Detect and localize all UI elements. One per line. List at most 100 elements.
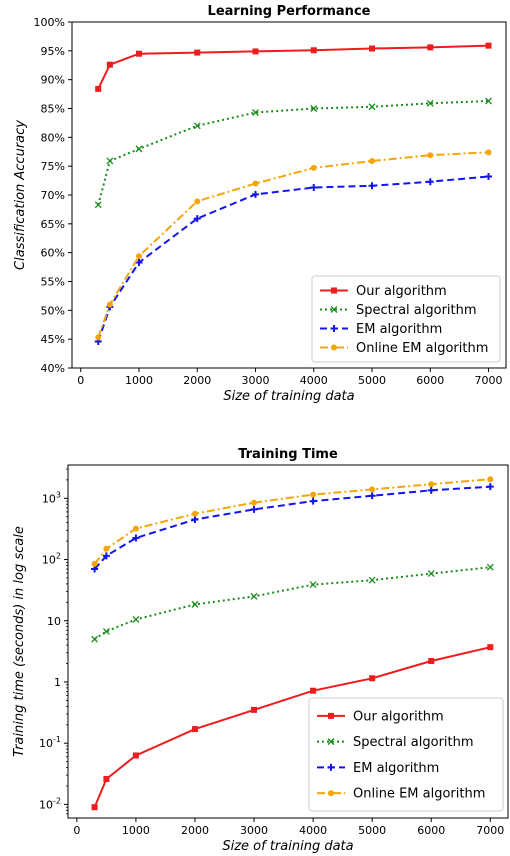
data-point <box>310 105 318 112</box>
legend: Our algorithm Spectral algorithm EM algori… <box>311 275 501 363</box>
series-line <box>97 151 489 338</box>
data-point <box>135 50 142 57</box>
data-point <box>309 497 317 505</box>
series-line <box>94 566 491 641</box>
y-tick-label: 50% <box>41 304 65 317</box>
data-point <box>310 687 317 694</box>
x-tick-label: 7000 <box>475 374 503 387</box>
legend: Our algorithm Spectral algorithm EM algori… <box>308 697 504 812</box>
legend-label: Our algorithm <box>356 284 447 299</box>
y-tick-label: 70% <box>41 189 65 202</box>
data-point <box>135 258 143 266</box>
legend-marker <box>331 344 337 351</box>
x-tick-label: 0 <box>77 374 84 387</box>
data-point <box>132 615 140 623</box>
data-point <box>310 164 317 171</box>
y-tick-label: 10-1 <box>39 735 61 750</box>
x-tick-label: 2000 <box>183 374 211 387</box>
data-point <box>485 97 492 105</box>
x-axis-title: Size of training data <box>223 389 354 404</box>
data-point <box>485 173 493 181</box>
data-point <box>191 516 199 524</box>
y-tick-label: 100% <box>34 16 65 29</box>
data-point <box>252 190 260 198</box>
data-point <box>252 180 259 187</box>
data-point <box>369 486 376 493</box>
data-point <box>252 48 259 55</box>
series-line <box>97 44 489 90</box>
y-tick-label: 1 <box>54 676 61 689</box>
data-point <box>485 149 492 156</box>
data-point <box>251 499 258 506</box>
data-point <box>427 570 435 578</box>
data-point <box>193 215 201 223</box>
chart-title: Learning Performance <box>208 4 371 19</box>
y-tick-label: 65% <box>41 218 65 231</box>
y-axis-title: Classification Accuracy <box>13 120 28 270</box>
data-point <box>368 492 376 500</box>
data-point <box>428 658 435 665</box>
data-point <box>426 178 434 186</box>
data-point <box>95 334 102 341</box>
data-point <box>427 44 434 51</box>
y-tick-label: 80% <box>41 131 65 144</box>
legend-marker <box>328 790 334 797</box>
x-tick-label: 4000 <box>300 374 328 387</box>
legend-label: Spectral algorithm <box>353 735 474 750</box>
legend-label: Online EM algorithm <box>356 341 488 356</box>
data-point <box>135 253 142 260</box>
data-point <box>91 560 98 567</box>
series-online-em-algorithm <box>95 149 492 341</box>
chart-1: Learning Performance 0 1000 2000 3000 4000 500… <box>13 4 507 404</box>
legend-label: Online EM algorithm <box>353 787 485 802</box>
series-em-algorithm <box>91 483 494 573</box>
data-point <box>106 157 114 165</box>
data-point <box>368 182 376 190</box>
data-point <box>191 510 198 517</box>
data-point <box>132 752 139 759</box>
data-point <box>194 49 201 56</box>
y-tick-label: 102 <box>42 552 61 567</box>
series-line <box>93 485 491 570</box>
x-tick-label: 4000 <box>299 824 327 837</box>
x-tick-label: 6000 <box>417 824 445 837</box>
x-tick-label: 3000 <box>240 824 268 837</box>
y-tick-label: 85% <box>41 103 65 116</box>
legend-box <box>308 697 504 812</box>
data-point <box>132 525 139 532</box>
y-axis-title: Training time (seconds) in log scale <box>12 526 27 757</box>
data-point <box>95 85 102 92</box>
series-em-algorithm <box>94 173 493 345</box>
y-tick-label: 75% <box>41 160 65 173</box>
plot-frame <box>67 464 509 819</box>
data-point <box>102 627 110 635</box>
legend-marker <box>327 763 335 771</box>
data-point <box>103 776 110 783</box>
y-tick-label: 55% <box>41 276 65 289</box>
legend-marker <box>330 325 338 332</box>
series-line <box>97 100 489 206</box>
data-point <box>427 486 435 494</box>
legend-marker <box>331 287 337 294</box>
legend-marker <box>330 306 338 313</box>
data-point <box>250 505 258 513</box>
y-tick-label: 10 <box>47 615 61 628</box>
series-our-algorithm <box>91 644 494 811</box>
x-tick-label: 5000 <box>358 824 386 837</box>
data-point <box>485 42 492 49</box>
legend-label: Our algorithm <box>353 709 444 724</box>
legend-label: EM algorithm <box>353 761 439 776</box>
data-point <box>368 576 376 584</box>
data-point <box>369 45 376 52</box>
chart-title: Training Time <box>238 447 338 462</box>
data-point <box>369 675 376 682</box>
x-tick-label: 3000 <box>242 374 270 387</box>
chart-2: Training Time 0 1000 2000 3000 4000 5000 6000 70… <box>12 447 509 854</box>
data-point <box>368 103 376 111</box>
series-spectral-algorithm <box>94 97 492 209</box>
data-point <box>486 563 494 571</box>
x-tick-label: 1000 <box>122 824 150 837</box>
data-point <box>309 581 317 589</box>
x-tick-label: 7000 <box>476 824 504 837</box>
data-point <box>193 122 201 130</box>
